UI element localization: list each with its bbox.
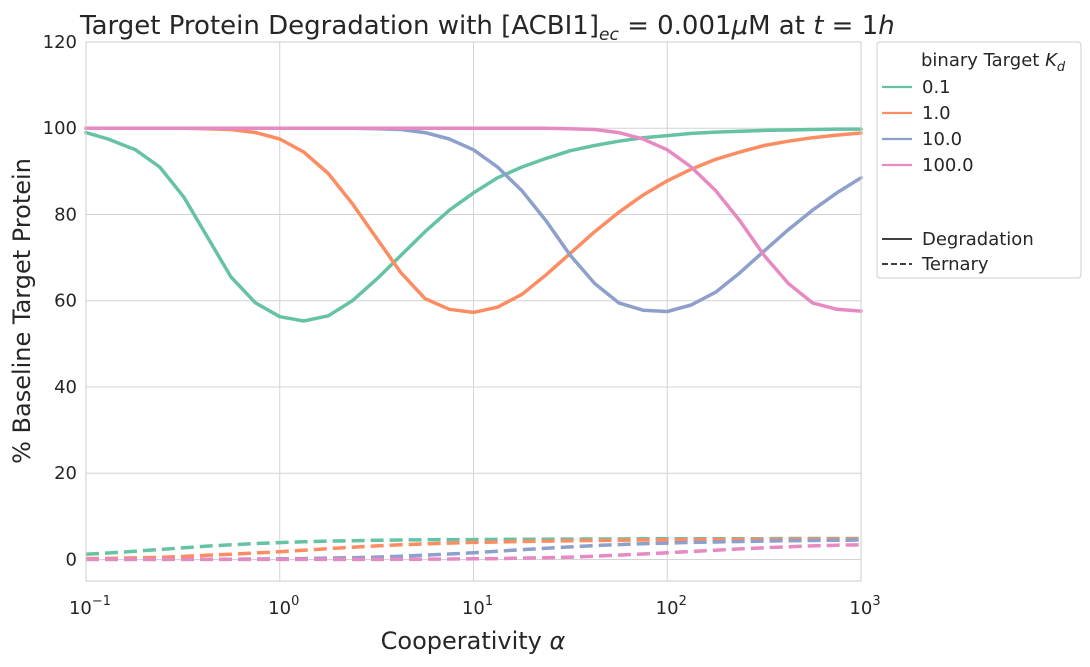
ternary-line-1.0 (85, 537, 861, 561)
legend-label-100.0: 100.0 (922, 155, 974, 176)
y-tick-label: 60 (54, 291, 77, 312)
y-tick-label: 120 (43, 32, 77, 53)
y-tick-label: 80 (54, 204, 77, 225)
legend-label-10.0: 10.0 (922, 129, 962, 150)
y-tick-label: 0 (66, 549, 77, 570)
legend-label-0.1: 0.1 (922, 77, 951, 98)
ternary-line-100.0 (86, 543, 862, 562)
legend-styles: Degradation Ternary (882, 229, 1034, 275)
x-tick-label: 101 (462, 594, 493, 619)
x-tick-labels: 10−1 100 101 102 103 (69, 594, 881, 619)
y-tick-label: 100 (43, 118, 77, 139)
y-tick-label: 20 (54, 463, 77, 484)
ternary-line-10.0 (86, 538, 862, 562)
x-tick-label: 10−1 (69, 594, 111, 619)
series-layer (84, 126, 863, 562)
plot-frame (85, 41, 862, 582)
legend-style-label-ternary: Ternary (921, 254, 989, 275)
chart-title: Target Protein Degradation with [ACBI1]e… (79, 11, 895, 45)
legend-frame (876, 41, 1082, 279)
x-tick-label: 102 (656, 594, 687, 619)
degradation-line-100.0 (84, 126, 863, 313)
legend: binary Target Kd 0.1 1.0 10.0 100.0 Degrada… (876, 41, 1082, 279)
y-tick-labels: 0 20 40 60 80 100 120 (43, 32, 77, 570)
legend-label-1.0: 1.0 (922, 103, 951, 124)
x-axis-label: Cooperativity α (381, 627, 566, 655)
x-tick-label: 103 (849, 594, 880, 619)
legend-style-label-degradation: Degradation (922, 229, 1034, 250)
y-tick-label: 40 (54, 377, 77, 398)
legend-title: binary Target Kd (921, 50, 1066, 75)
x-tick-label: 100 (268, 594, 299, 619)
legend-series: 0.1 1.0 10.0 100.0 (882, 77, 974, 176)
degradation-line-0.1 (84, 127, 863, 323)
y-axis-label: % Baseline Target Protein (8, 158, 36, 464)
